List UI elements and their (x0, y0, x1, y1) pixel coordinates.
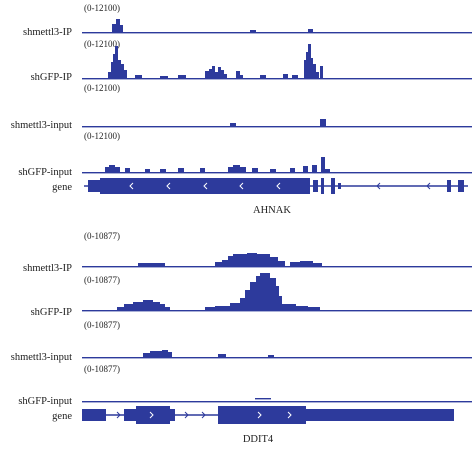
gene-track-label: gene (52, 182, 72, 193)
panel-ddit4: (0-10877) (0-10877) (0-10877) (0-10877) … (11, 231, 472, 445)
coverage-track-shgfp-ip (82, 44, 472, 80)
panel-ahnak: (0-12100) (0-12100) (0-12100) (0-12100) … (11, 3, 472, 216)
track-range-shgfp-ip: (0-10877) (84, 275, 120, 285)
gene-name-ddit4: DDIT4 (243, 434, 274, 445)
coverage-track-shgfp-input (82, 398, 472, 403)
track-range-shgfp-input: (0-10877) (84, 364, 120, 374)
track-range-shmettl3-ip: (0-10877) (84, 231, 120, 241)
track-label-shmettl3-ip: shmettl3-IP (23, 27, 72, 38)
track-range-shmettl3-input: (0-10877) (84, 320, 120, 330)
track-label-shgfp-ip: shGFP-IP (31, 307, 73, 318)
track-range-shgfp-ip: (0-12100) (84, 39, 120, 49)
coverage-track-shmettl3-input (82, 119, 472, 128)
coverage-track-shgfp-input (82, 157, 472, 174)
coverage-track-shgfp-ip (82, 273, 472, 312)
gene-track-label: gene (52, 411, 72, 422)
gene-model-ddit4 (82, 406, 454, 424)
track-label-shmettl3-ip: shmettl3-IP (23, 263, 72, 274)
track-label-shmettl3-input: shmettl3-input (11, 120, 72, 131)
track-range-shmettl3-ip: (0-12100) (84, 3, 120, 13)
coverage-track-shmettl3-input (82, 350, 472, 359)
track-label-shmettl3-input: shmettl3-input (11, 352, 72, 363)
track-range-shgfp-input: (0-12100) (84, 131, 120, 141)
track-label-shgfp-input: shGFP-input (18, 167, 72, 178)
coverage-track-shmettl3-ip (82, 19, 472, 34)
track-range-shmettl3-input: (0-12100) (84, 83, 120, 93)
track-label-shgfp-input: shGFP-input (18, 396, 72, 407)
gene-name-ahnak: AHNAK (253, 205, 291, 216)
coverage-track-shmettl3-ip (82, 253, 472, 268)
track-label-shgfp-ip: shGFP-IP (31, 72, 73, 83)
gene-model-ahnak (84, 178, 468, 194)
